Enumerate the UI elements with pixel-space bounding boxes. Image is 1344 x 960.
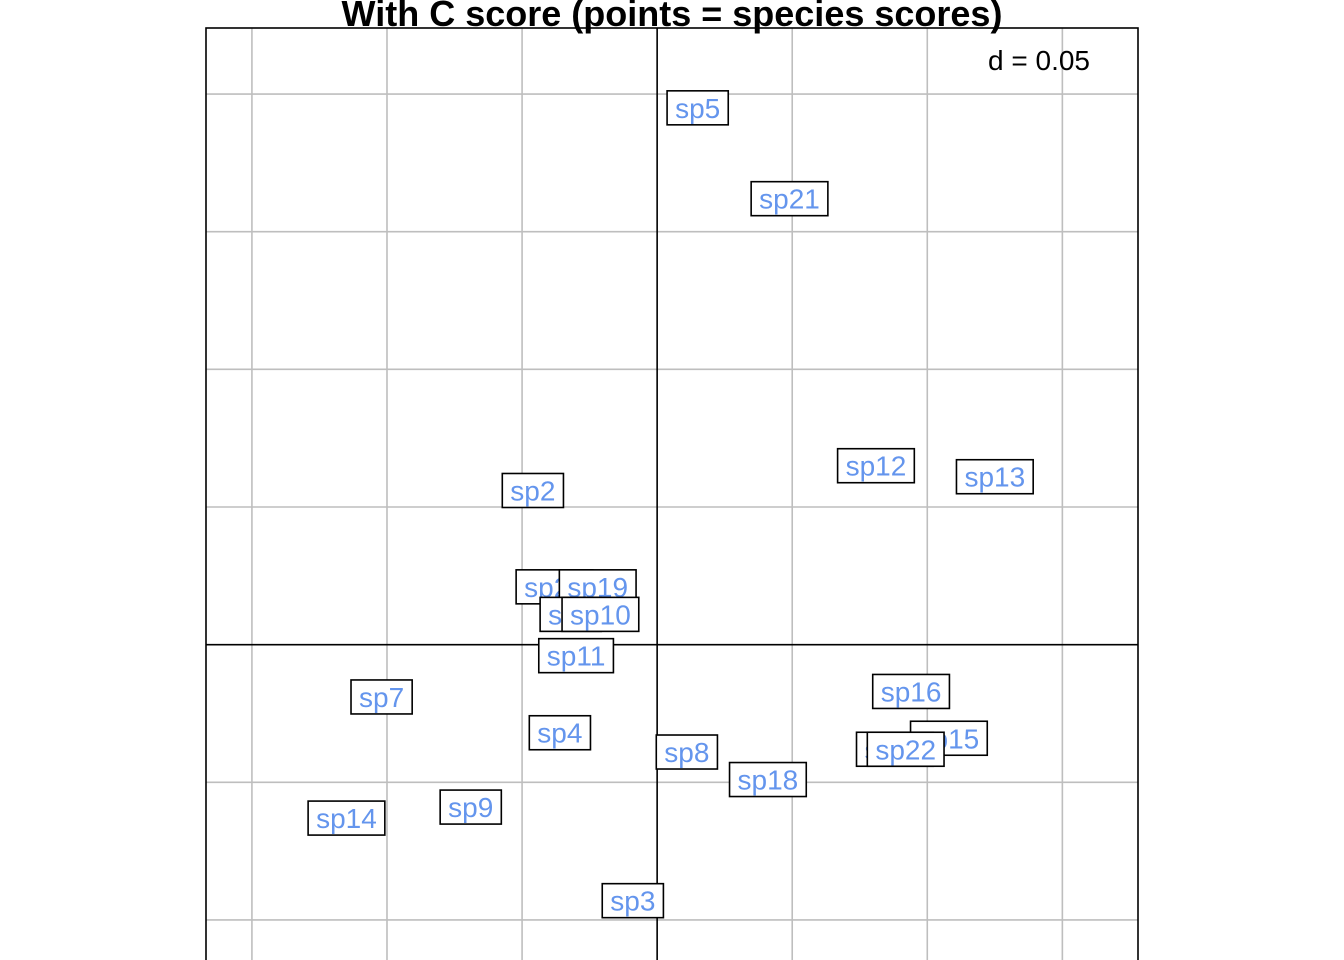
label-box bbox=[528, 714, 592, 751]
label-box bbox=[871, 673, 951, 710]
label-text: sp10 bbox=[570, 599, 631, 630]
origin-axes bbox=[206, 28, 1138, 960]
point-label-sp22: sp22 bbox=[866, 731, 945, 768]
label-box bbox=[439, 789, 503, 825]
plot-frame bbox=[205, 27, 1139, 960]
label-box bbox=[836, 447, 916, 484]
grid-scale-label: d = 0.05 bbox=[988, 45, 1090, 76]
chart-title: With C score (points = species scores) bbox=[342, 0, 1003, 34]
point-label-sp2: sp2 bbox=[501, 472, 565, 509]
grid bbox=[206, 28, 1138, 960]
label-box bbox=[501, 472, 565, 509]
label-text: sp21 bbox=[759, 184, 820, 215]
point-label-sp8: sp8 bbox=[655, 734, 719, 770]
label-text: sp12 bbox=[846, 451, 907, 482]
label-text: sp13 bbox=[964, 462, 1025, 493]
point-label-sp12: sp12 bbox=[836, 447, 916, 484]
point-label-sp4: sp4 bbox=[528, 714, 592, 751]
label-text: sp7 bbox=[359, 682, 404, 713]
label-text: sp14 bbox=[316, 803, 377, 834]
point-label-sp21: sp21 bbox=[750, 180, 829, 217]
point-label-sp13: sp13 bbox=[955, 458, 1034, 495]
label-box bbox=[561, 596, 640, 633]
label-text: sp3 bbox=[610, 886, 655, 917]
point-label-sp14: sp14 bbox=[307, 800, 386, 836]
label-box bbox=[728, 761, 808, 798]
label-text: sp4 bbox=[537, 718, 582, 749]
label-box bbox=[655, 734, 719, 770]
label-box bbox=[601, 882, 665, 919]
point-label-sp10: sp10 bbox=[561, 596, 640, 633]
label-text: sp5 bbox=[675, 93, 720, 124]
label-box bbox=[537, 637, 615, 674]
label-box bbox=[666, 90, 730, 126]
point-label-sp11: sp11 bbox=[537, 637, 615, 674]
point-label-sp9: sp9 bbox=[439, 789, 503, 825]
label-box bbox=[307, 800, 386, 836]
label-text: sp18 bbox=[738, 765, 799, 796]
label-text: sp8 bbox=[664, 737, 709, 768]
point-labels: sp5sp21sp12sp13sp2sp20sp19sp6sp10sp11sp7… bbox=[307, 90, 1034, 919]
label-box bbox=[350, 679, 413, 715]
label-box bbox=[750, 180, 829, 217]
label-text: sp11 bbox=[547, 641, 606, 672]
label-text: sp9 bbox=[448, 792, 493, 823]
label-box bbox=[866, 731, 945, 768]
point-label-sp7: sp7 bbox=[350, 679, 413, 715]
label-text: sp2 bbox=[510, 475, 555, 506]
point-label-sp18: sp18 bbox=[728, 761, 808, 798]
point-label-sp3: sp3 bbox=[601, 882, 665, 919]
label-text: sp16 bbox=[881, 676, 942, 707]
label-box bbox=[955, 458, 1034, 495]
label-text: sp22 bbox=[875, 734, 936, 765]
point-label-sp16: sp16 bbox=[871, 673, 951, 710]
point-label-sp5: sp5 bbox=[666, 90, 730, 126]
